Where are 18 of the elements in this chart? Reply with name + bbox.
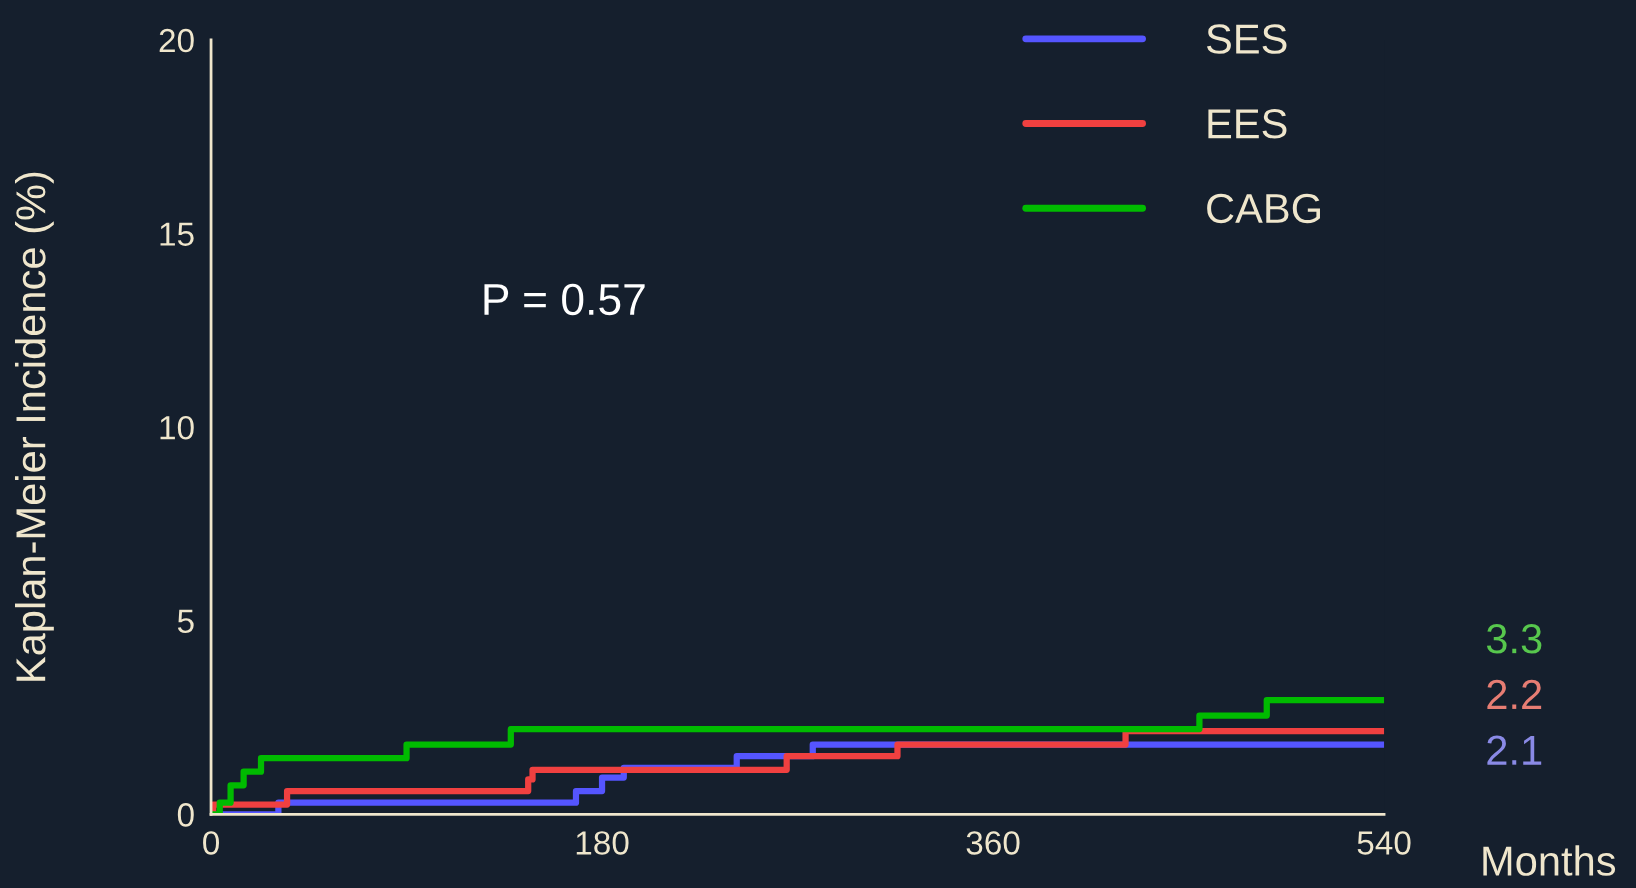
- x-tick-label: 180: [576, 831, 629, 855]
- text: 2.1: [1487, 735, 1542, 765]
- y-tick-label: 0: [177, 803, 194, 827]
- x-tick-label: 540: [1357, 831, 1411, 855]
- legend-label: CABG: [1207, 193, 1320, 224]
- y-tick-label: 20: [159, 28, 194, 53]
- y-tick-label: 15: [160, 222, 194, 246]
- annotation: P = 0.57: [484, 283, 645, 316]
- y-tick-label: 5: [177, 609, 194, 634]
- text: 3.3: [1486, 624, 1542, 654]
- y-axis-title: Kaplan-Meier Incidence (%): [14, 172, 54, 681]
- legend-label: SES: [1206, 24, 1287, 54]
- legend-label: EES: [1208, 109, 1287, 139]
- x-axis-title: Months: [1483, 845, 1616, 876]
- y-tick-label: 10: [160, 415, 194, 440]
- x-tick-label: 360: [966, 831, 1020, 855]
- text: 2.2: [1487, 679, 1542, 709]
- x-tick-label: 0: [203, 831, 220, 855]
